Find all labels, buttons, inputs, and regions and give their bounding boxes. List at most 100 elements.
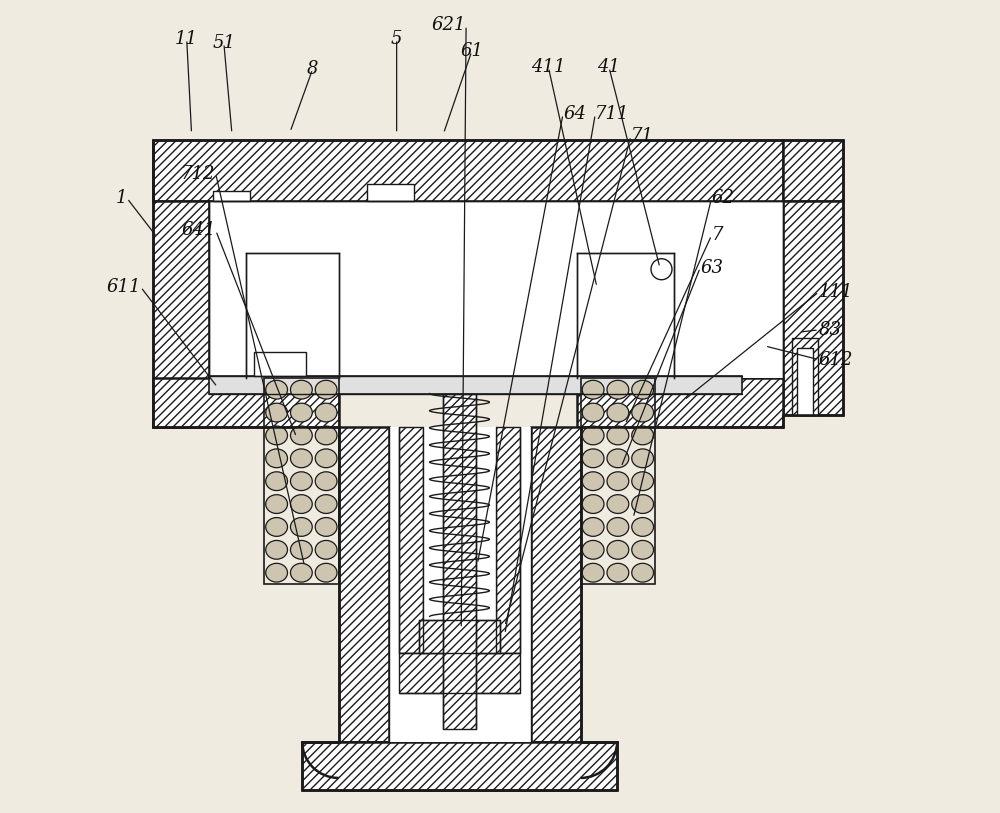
Text: 612: 612 xyxy=(819,350,853,368)
Ellipse shape xyxy=(266,403,288,422)
Ellipse shape xyxy=(632,426,654,445)
Bar xyxy=(531,427,581,741)
Ellipse shape xyxy=(290,403,312,422)
Text: 63: 63 xyxy=(700,259,723,276)
Bar xyxy=(399,653,520,693)
Ellipse shape xyxy=(632,563,654,582)
Ellipse shape xyxy=(315,518,337,537)
Bar xyxy=(783,140,843,201)
Text: 61: 61 xyxy=(460,42,483,60)
Text: 83: 83 xyxy=(819,321,842,339)
Ellipse shape xyxy=(632,541,654,559)
Ellipse shape xyxy=(266,518,288,537)
Ellipse shape xyxy=(632,494,654,514)
Ellipse shape xyxy=(315,494,337,514)
Bar xyxy=(577,378,783,427)
Ellipse shape xyxy=(290,518,312,537)
Text: 1: 1 xyxy=(115,189,127,207)
Bar xyxy=(423,427,496,653)
Ellipse shape xyxy=(582,380,604,399)
Ellipse shape xyxy=(582,563,604,582)
Text: 8: 8 xyxy=(307,60,318,78)
Text: 712: 712 xyxy=(181,165,216,183)
Bar xyxy=(209,201,246,253)
Bar xyxy=(585,253,629,306)
Ellipse shape xyxy=(266,563,288,582)
Circle shape xyxy=(651,259,672,280)
Ellipse shape xyxy=(632,518,654,537)
Ellipse shape xyxy=(290,494,312,514)
Ellipse shape xyxy=(315,563,337,582)
Ellipse shape xyxy=(607,472,629,490)
Ellipse shape xyxy=(632,472,654,490)
Bar xyxy=(419,620,500,653)
Bar xyxy=(209,376,742,393)
Ellipse shape xyxy=(632,403,654,422)
Ellipse shape xyxy=(607,449,629,467)
Ellipse shape xyxy=(582,541,604,559)
Text: 411: 411 xyxy=(531,59,566,76)
Bar xyxy=(153,201,209,427)
Text: 62: 62 xyxy=(712,189,735,207)
Ellipse shape xyxy=(607,380,629,399)
Bar xyxy=(213,191,250,201)
Ellipse shape xyxy=(290,563,312,582)
Ellipse shape xyxy=(582,494,604,514)
Bar xyxy=(264,378,339,584)
Bar xyxy=(792,338,818,415)
Bar xyxy=(339,741,581,790)
Ellipse shape xyxy=(290,449,312,467)
Bar xyxy=(797,348,813,415)
Text: 621: 621 xyxy=(432,16,466,34)
Text: 41: 41 xyxy=(598,59,621,76)
Ellipse shape xyxy=(315,449,337,467)
Bar xyxy=(339,427,389,741)
Bar xyxy=(496,427,520,653)
Bar xyxy=(389,427,531,741)
Ellipse shape xyxy=(315,403,337,422)
Ellipse shape xyxy=(582,472,604,490)
Ellipse shape xyxy=(266,449,288,467)
Ellipse shape xyxy=(266,541,288,559)
Ellipse shape xyxy=(632,449,654,467)
Bar xyxy=(399,427,423,653)
Ellipse shape xyxy=(582,426,604,445)
Text: 5: 5 xyxy=(391,30,402,48)
Text: 51: 51 xyxy=(212,34,235,52)
Ellipse shape xyxy=(632,380,654,399)
Ellipse shape xyxy=(607,426,629,445)
Bar xyxy=(302,741,617,790)
Ellipse shape xyxy=(315,380,337,399)
Ellipse shape xyxy=(315,426,337,445)
Text: 641: 641 xyxy=(181,221,216,240)
Ellipse shape xyxy=(607,541,629,559)
Ellipse shape xyxy=(607,494,629,514)
Text: 11: 11 xyxy=(175,30,198,48)
Text: 611: 611 xyxy=(106,278,141,296)
Bar xyxy=(581,378,655,584)
Bar xyxy=(783,201,843,415)
Ellipse shape xyxy=(315,541,337,559)
Bar xyxy=(367,185,414,201)
Text: 711: 711 xyxy=(595,105,630,124)
Bar xyxy=(209,201,783,378)
Ellipse shape xyxy=(607,518,629,537)
Ellipse shape xyxy=(607,403,629,422)
Text: 71: 71 xyxy=(631,127,654,145)
Ellipse shape xyxy=(290,380,312,399)
Bar xyxy=(153,378,339,427)
Ellipse shape xyxy=(266,472,288,490)
Ellipse shape xyxy=(582,403,604,422)
Ellipse shape xyxy=(290,426,312,445)
Text: 111: 111 xyxy=(819,283,853,301)
Bar xyxy=(153,140,783,201)
Ellipse shape xyxy=(315,472,337,490)
Ellipse shape xyxy=(266,426,288,445)
Ellipse shape xyxy=(290,472,312,490)
Text: 64: 64 xyxy=(563,105,586,124)
Text: 7: 7 xyxy=(712,226,723,245)
Ellipse shape xyxy=(266,494,288,514)
Ellipse shape xyxy=(582,449,604,467)
Ellipse shape xyxy=(266,380,288,399)
Ellipse shape xyxy=(607,563,629,582)
